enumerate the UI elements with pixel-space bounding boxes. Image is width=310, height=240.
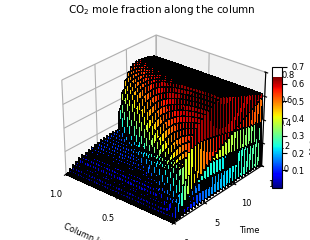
Title: CO$_2$ mole fraction along the column: CO$_2$ mole fraction along the column <box>68 3 255 17</box>
Y-axis label: Time: Time <box>239 226 259 235</box>
X-axis label: Column length: Column length <box>63 222 122 240</box>
